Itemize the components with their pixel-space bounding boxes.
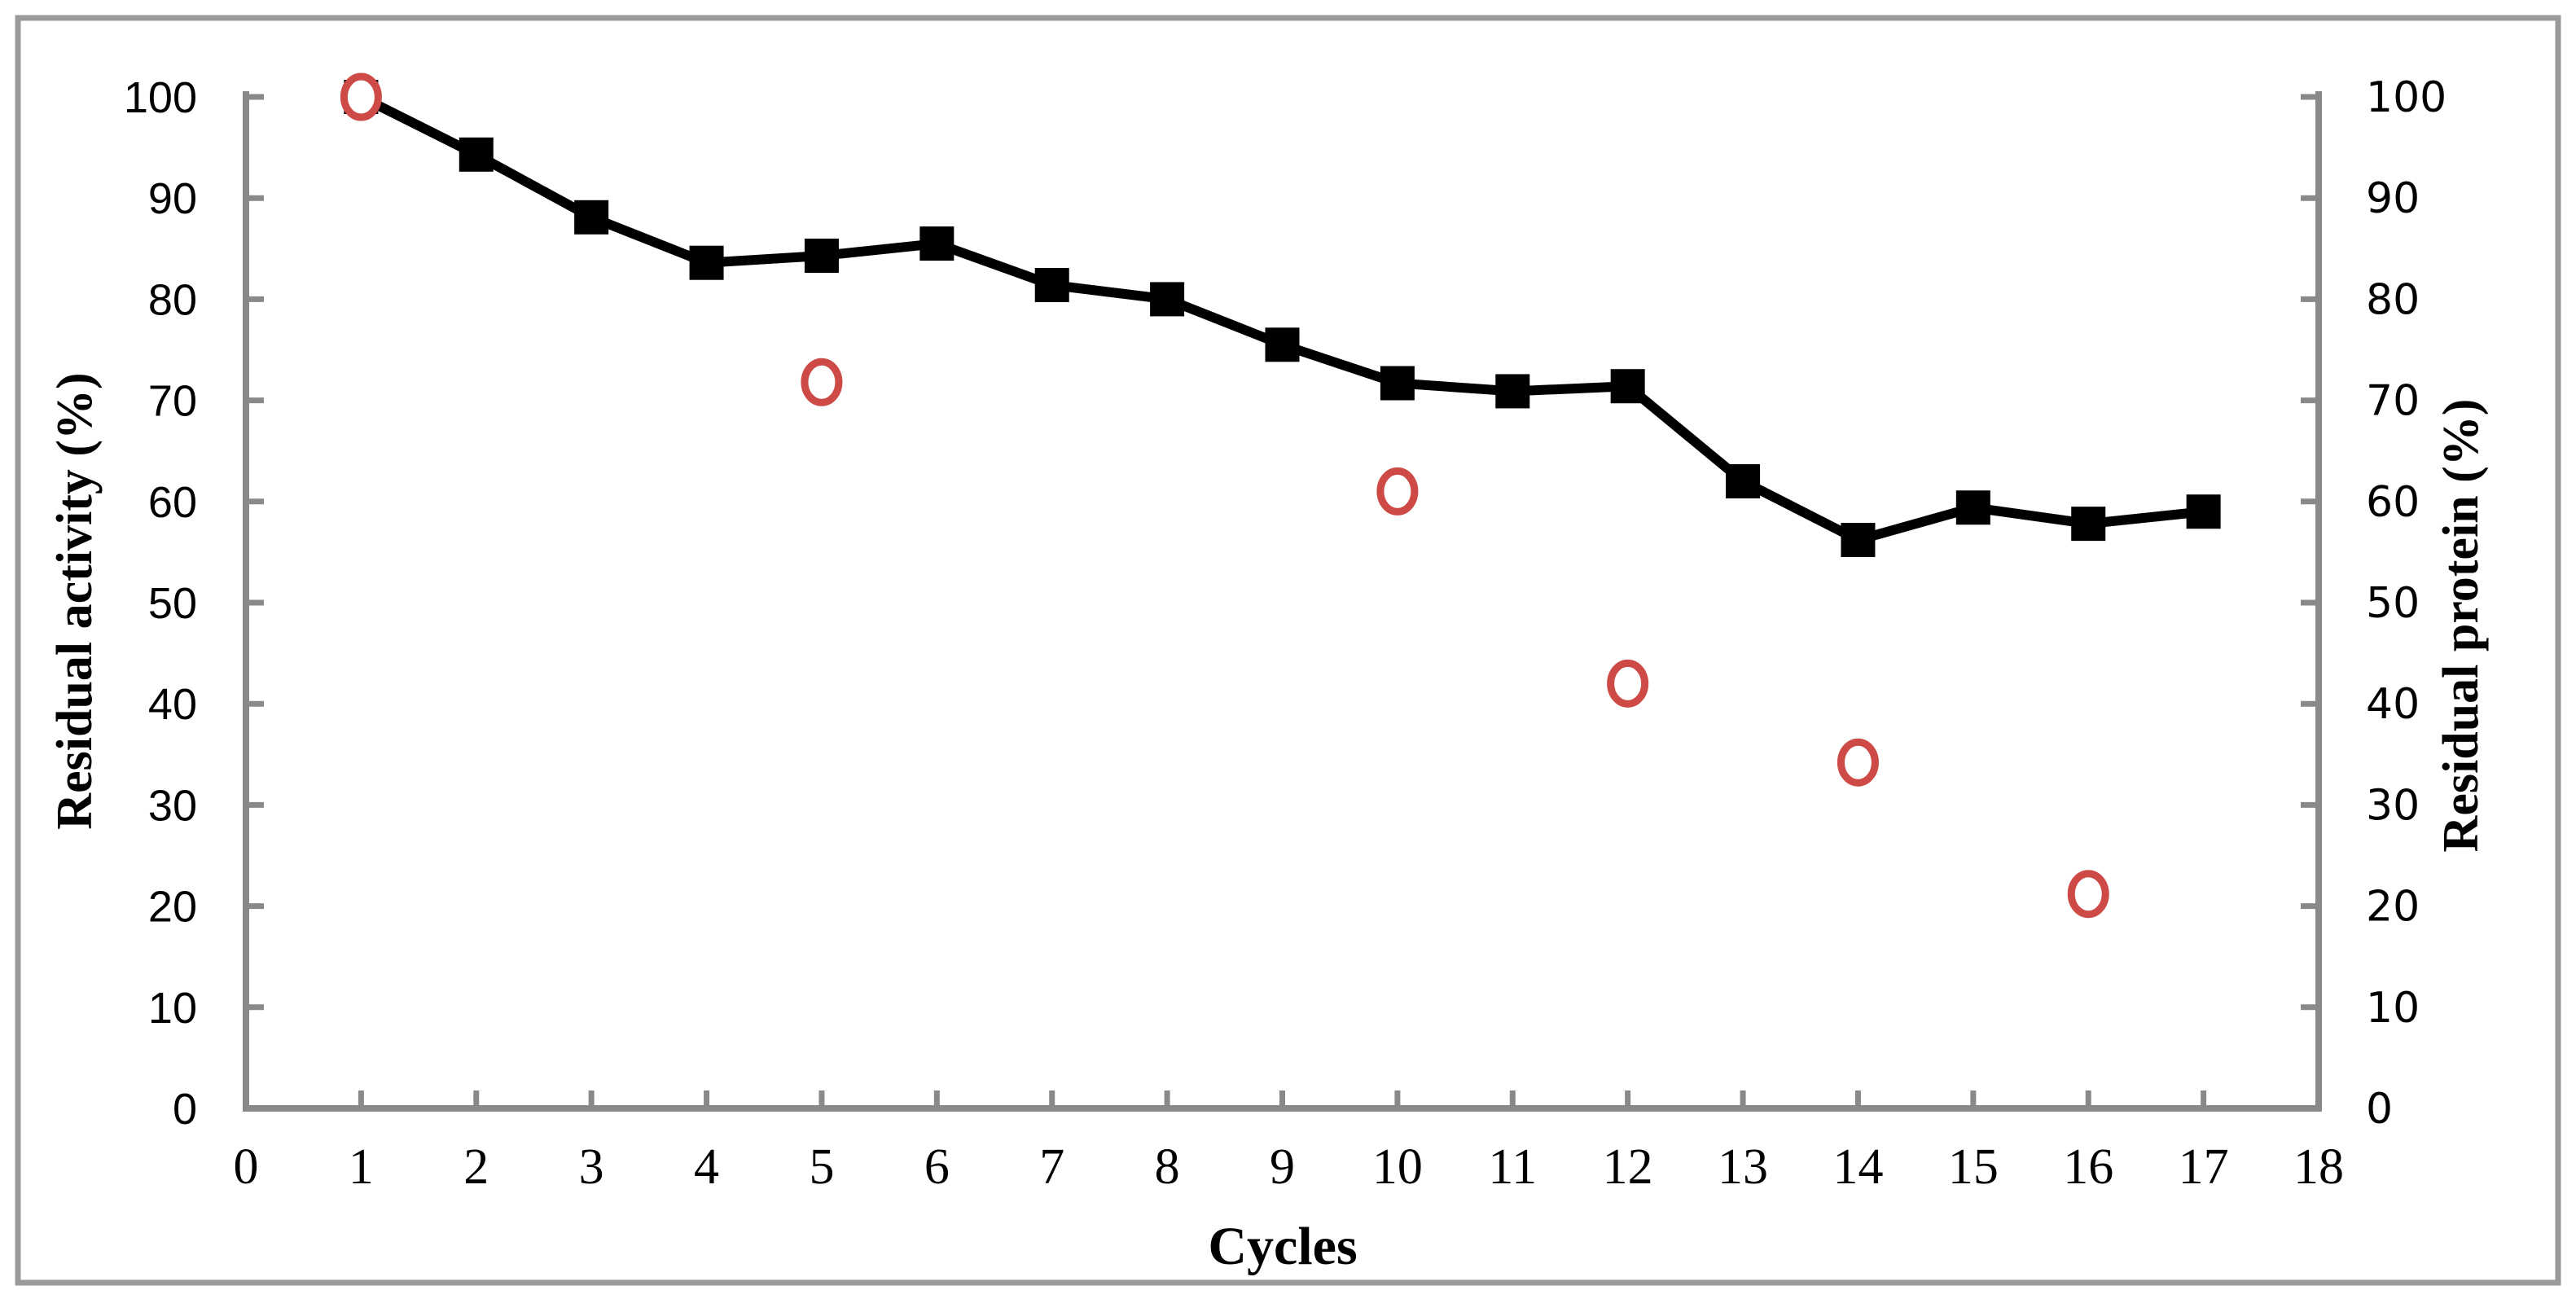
activity-line [358,92,2205,546]
protein-marker-cycle-12 [1607,659,1649,708]
x-tick-5: 5 [809,1139,834,1195]
x-tick-11: 11 [1488,1139,1537,1195]
x-tick-9: 9 [1270,1139,1295,1195]
protein-marker-cycle-16 [2067,870,2109,919]
x-tick-15: 15 [1948,1139,1999,1195]
activity-marker-cycle-10 [1380,366,1415,401]
protein-marker-cycle-5 [801,358,843,406]
activity-marker-cycle-16 [2071,507,2106,542]
y-axis-right-tick-labels: 0 10 20 30 40 50 60 70 80 90 100 [2366,73,2447,1134]
y-tick-left-60: 60 [148,478,197,527]
y-tick-right-40: 40 [2366,680,2420,729]
x-tick-3: 3 [579,1139,604,1195]
x-tick-4: 4 [694,1139,719,1195]
activity-marker-cycle-14 [1841,522,1876,557]
y-tick-left-70: 70 [148,377,197,426]
x-tick-0: 0 [234,1139,259,1195]
y-tick-right-70: 70 [2366,377,2420,426]
y-tick-left-90: 90 [148,174,197,223]
activity-marker-cycle-11 [1495,374,1530,409]
activity-marker-cycle-13 [1726,463,1761,498]
x-tick-6: 6 [924,1139,950,1195]
axes [243,91,2322,1112]
x-axis-title: Cycles [1208,1217,1357,1276]
y-tick-left-20: 20 [148,883,197,932]
activity-marker-cycle-12 [1610,369,1645,404]
y-tick-left-30: 30 [148,781,197,830]
y-tick-right-0: 0 [2366,1085,2393,1134]
protein-marker-cycle-14 [1837,738,1879,787]
y-axis-left-title: Residual activity (%) [47,372,103,829]
figure-border [15,15,2561,1286]
y-tick-right-100: 100 [2366,73,2447,122]
x-tick-1: 1 [349,1139,374,1195]
activity-marker-cycle-15 [1955,490,1990,525]
activity-marker-cycle-2 [459,137,494,172]
activity-marker-cycle-8 [1150,282,1185,317]
y-tick-right-50: 50 [2366,579,2420,628]
y-tick-left-100: 100 [124,73,197,122]
y-tick-right-10: 10 [2366,984,2420,1033]
activity-marker-cycle-6 [919,226,954,261]
x-tick-7: 7 [1039,1139,1064,1195]
y-axis-right-title: Residual protein (%) [2433,399,2489,853]
x-tick-14: 14 [1832,1139,1883,1195]
y-tick-left-40: 40 [148,680,197,729]
series-residual-protein [340,72,2109,919]
activity-marker-cycle-17 [2186,494,2221,529]
series-residual-activity [344,80,2221,557]
y-tick-left-80: 80 [148,275,197,324]
x-tick-12: 12 [1603,1139,1653,1195]
x-tick-18: 18 [2293,1139,2344,1195]
x-tick-10: 10 [1372,1139,1423,1195]
y-tick-left-10: 10 [148,984,197,1033]
x-tick-13: 13 [1718,1139,1768,1195]
activity-marker-cycle-9 [1265,327,1300,362]
y-tick-right-30: 30 [2366,781,2420,830]
x-tick-8: 8 [1155,1139,1180,1195]
y-tick-right-60: 60 [2366,478,2420,527]
y-tick-right-80: 80 [2366,275,2420,324]
y-tick-left-0: 0 [173,1085,197,1134]
x-tick-16: 16 [2063,1139,2113,1195]
y-tick-right-20: 20 [2366,883,2420,932]
activity-marker-cycle-5 [804,238,839,273]
x-axis-tick-labels: 0 1 2 3 4 5 6 7 8 9 10 11 12 13 14 15 16 17 18 [234,1139,2345,1195]
y-tick-left-50: 50 [148,579,197,628]
activity-marker-cycle-3 [574,200,609,235]
protein-marker-cycle-10 [1376,467,1419,516]
x-tick-2: 2 [463,1139,489,1195]
x-tick-17: 17 [2179,1139,2229,1195]
protein-marker-cycle-1 [340,72,382,121]
y-tick-right-90: 90 [2366,174,2420,223]
activity-marker-cycle-4 [689,245,724,280]
activity-marker-cycle-7 [1034,268,1069,303]
y-axis-left-tick-labels: 0 10 20 30 40 50 60 70 80 90 100 [124,73,197,1134]
